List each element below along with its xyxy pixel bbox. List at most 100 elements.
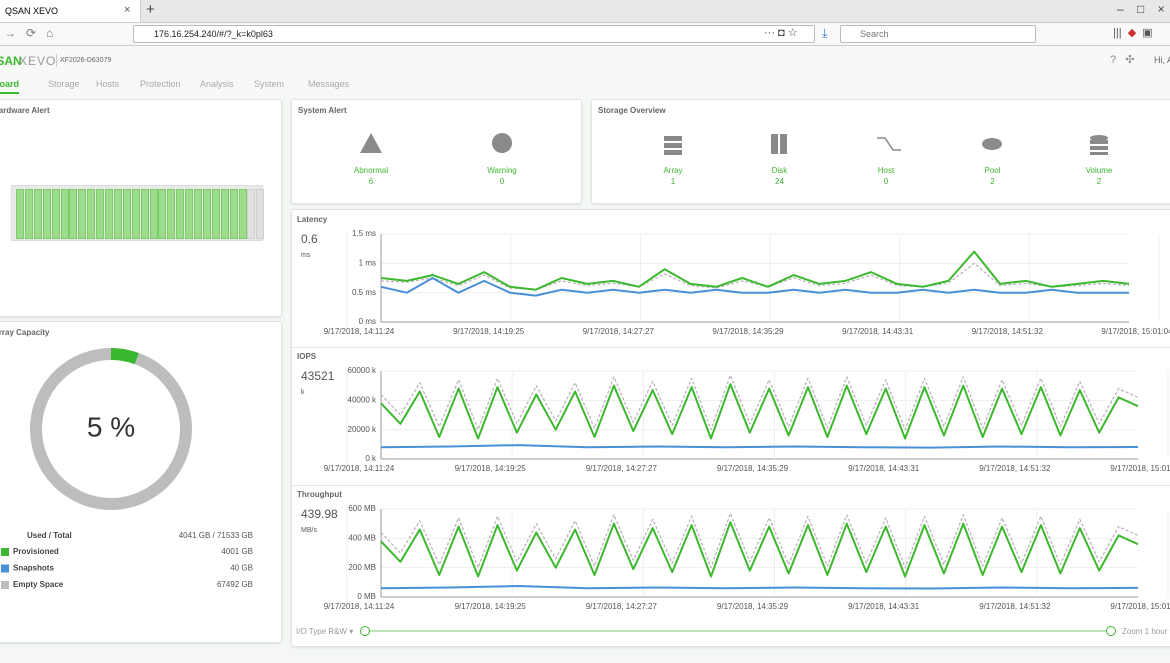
overview-count: 1 [671,177,676,186]
disk-slot [185,189,194,239]
nav-tab[interactable]: Messages [308,79,350,89]
disk-slot [96,189,105,239]
nav-tab[interactable]: Hosts [96,79,120,89]
nav-tab[interactable]: Dashboard [0,79,20,94]
disk-slot [87,189,96,239]
disk-slot [69,189,78,239]
current-value: 0.6 [301,232,318,246]
panel-title: Storage Overview [598,106,666,115]
panel-title: Array Capacity [0,328,50,337]
hardware-alert-panel: Hardware Alert [0,99,282,317]
y-tick-label: 20000 k [348,425,377,434]
alert-icons: Abnormal 6 Warning 0 [354,133,517,186]
current-value: 43521 [301,369,335,383]
disk-slot [256,189,265,239]
overview-icons: Array 1 Disk 24 Host 0 Pool 2 Volume 2 [663,134,1113,186]
x-tick-label: 9/17/2018, 14:35:29 [712,327,784,336]
window-controls[interactable]: – □ × [1117,2,1165,16]
search-placeholder: Search [860,29,889,39]
x-tick-label: 9/17/2018, 14:51:32 [979,464,1051,473]
disk-slot [158,189,167,239]
chart-title: IOPS [297,352,317,361]
legend-name: Provisioned [13,547,59,556]
disk-slot [78,189,87,239]
x-tick-label: 9/17/2018, 14:51:32 [979,602,1051,611]
legend-value: 40 GB [230,564,253,573]
x-tick-label: 9/17/2018, 14:19:25 [453,327,525,336]
overview-count: 24 [775,177,784,186]
x-tick-label: 9/17/2018, 14:11:24 [324,327,395,336]
x-tick-label: 9/17/2018, 15:01:04 [1110,602,1170,611]
line-chart: Latency 0.6 ms 0 ms 0.5 ms 1 ms 1.5 ms 9/17/201… [297,215,1170,336]
x-tick-label: 9/17/2018, 15:01:04 [1101,327,1170,336]
x-tick-label: 9/17/2018, 14:19:25 [455,602,527,611]
app-header: QSAN XEVO XF2026-D63079 ? ✣ Hi, A Dashbo… [0,46,1170,98]
line-chart: IOPS 43521 k 0 k 20000 k 40000 k 60000 k 9/17/2… [292,347,1170,473]
time-slider[interactable] [365,630,1111,632]
current-unit: MB/s [301,527,317,534]
x-tick-label: 9/17/2018, 14:43:31 [848,464,920,473]
disk-slot [140,189,149,239]
slider-handle[interactable] [1106,626,1116,636]
tab[interactable]: QSAN XEVO × [0,0,141,22]
disk-slot [238,189,247,239]
y-tick-label: 0 k [365,454,377,463]
nav-tab[interactable]: Storage [48,79,80,89]
y-tick-label: 200 MB [348,563,376,572]
y-tick-label: 1.5 ms [352,229,376,238]
disk-slot [131,189,140,239]
nav-buttons[interactable]: → ⟳ ⌂ [4,26,54,40]
y-tick-label: 0.5 ms [352,288,376,297]
x-tick-label: 9/17/2018, 14:27:27 [586,602,658,611]
legend-value: 4001 GB [221,547,253,556]
zoom-select[interactable]: Zoom 1 hour ▾ [1122,627,1170,636]
model: XF2026-D63079 [60,57,112,64]
slider-handle[interactable] [360,626,370,636]
capacity-chart: 5 % Used / Total 4041 GB / 71533 GB Prov… [1,348,253,589]
new-tab[interactable]: + [146,1,155,18]
url-bar[interactable]: 176.16.254.240/#/?_k=k0pl63 ··· ◘ ☆ [133,25,815,43]
legend-name: Empty Space [13,580,64,589]
logo: QSAN [0,54,22,68]
io-type-select[interactable]: I/O Type R&W ▾ [296,627,354,636]
overview-name: Host [878,166,895,175]
legend-swatch [1,564,9,573]
nav-bar: → ⟳ ⌂ 176.16.254.240/#/?_k=k0pl63 ··· ◘ … [0,23,1170,46]
line-chart: Throughput 439.98 MB/s 0 MB 200 MB 400 MB 600 … [292,485,1170,611]
y-tick-label: 0 MB [357,592,376,601]
disk-slot [220,189,229,239]
tab-close[interactable]: × [124,4,131,16]
nav-tab[interactable]: Analysis [200,79,234,89]
header-icons[interactable]: ? ✣ [1110,54,1135,66]
series-line [380,277,1129,297]
series-line [380,521,1139,578]
download-icon[interactable]: ⤓ [822,26,828,40]
user[interactable]: Hi, A [1154,55,1170,65]
toolbar-icons[interactable]: ||| ◆ ▣ [1113,27,1153,39]
chart-title: Latency [297,215,328,224]
alert-name: Warning [487,166,517,175]
y-tick-label: 1 ms [359,258,376,267]
panel-title: System Alert [298,106,347,115]
chart-title: Throughput [297,490,342,499]
series-line [380,512,1139,569]
legend-swatch [1,548,9,556]
overview-count: 2 [990,177,995,186]
y-tick-label: 40000 k [348,395,377,404]
nav-tab[interactable]: System [254,79,285,89]
nav-tab[interactable]: Protection [140,79,181,89]
overview-name: Array [663,166,682,175]
performance-panel: Latency 0.6 ms 0 ms 0.5 ms 1 ms 1.5 ms 9/17/201… [291,209,1170,647]
x-tick-label: 9/17/2018, 14:11:24 [324,602,395,611]
x-tick-label: 9/17/2018, 14:51:32 [972,327,1044,336]
series-line [380,585,1139,590]
overview-count: 2 [1097,177,1102,186]
capacity-segment [30,348,192,510]
search-box[interactable]: Search [840,25,1036,43]
legend-header: Used / Total [27,531,72,540]
current-unit: k [301,389,305,396]
tab-title: QSAN XEVO [5,6,59,16]
disk-slot [42,189,51,239]
series-line [380,374,1139,431]
disk-slot [211,189,220,239]
